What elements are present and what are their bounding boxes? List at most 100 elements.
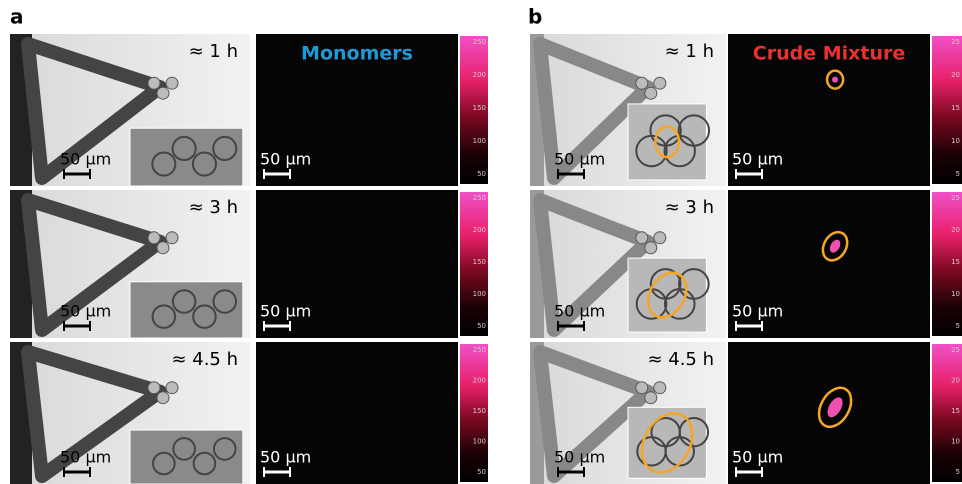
cell (165, 381, 179, 395)
time-label: ≈ 1 h (665, 41, 714, 62)
inset-cell (171, 135, 197, 162)
scale-text: 50 µm (260, 302, 311, 321)
colorbar (932, 36, 962, 184)
colorbar-tick: 5 (956, 170, 960, 178)
fluorescence-image (256, 34, 458, 186)
colorbar-tick: 20 (951, 71, 960, 79)
colorbar-tick: 10 (951, 290, 960, 298)
colorbar-tick: 150 (473, 104, 486, 112)
colorbar-tick: 15 (951, 258, 960, 266)
fluorescence-image (256, 190, 458, 338)
cell (635, 231, 649, 245)
colorbar-tick: 15 (951, 407, 960, 415)
scale-text: 50 µm (554, 448, 605, 467)
fluorescence-image (728, 190, 930, 338)
colorbar-tick: 10 (951, 137, 960, 145)
trap-channel (21, 345, 167, 483)
scale-text: 50 µm (260, 448, 311, 467)
cell (653, 76, 667, 90)
colorbar (932, 192, 962, 336)
inset-cell (172, 437, 196, 461)
cell (644, 86, 658, 100)
trap-channel (21, 37, 167, 185)
trap-channel (533, 345, 655, 483)
colorbar-tick: 250 (473, 38, 486, 46)
fluorescent-spot (827, 397, 843, 418)
time-label: ≈ 1 h (189, 41, 238, 62)
scale-text: 50 µm (60, 302, 111, 321)
inset-cell (171, 289, 197, 314)
trap-channel (533, 37, 655, 185)
colorbar-tick: 15 (951, 104, 960, 112)
scale-text: 50 µm (554, 150, 605, 169)
colorbar-tick: 25 (951, 38, 960, 46)
trap-channel (533, 193, 655, 337)
cell (156, 86, 170, 100)
scale-text: 50 µm (732, 150, 783, 169)
colorbar-tick: 5 (956, 322, 960, 330)
colorbar-tick: 150 (473, 407, 486, 415)
fluorescence-image (256, 342, 458, 484)
colorbar-tick: 100 (473, 290, 486, 298)
colorbar-tick: 100 (473, 438, 486, 446)
colorbar (460, 344, 488, 482)
fluorescent-spot (832, 76, 839, 83)
scale-text: 50 µm (554, 302, 605, 321)
panel-title: Monomers (301, 43, 413, 65)
cell (644, 241, 658, 255)
inset-cell (152, 451, 176, 476)
colorbar (932, 344, 962, 482)
time-label: ≈ 3 h (189, 197, 238, 218)
colorbar-tick: 200 (473, 71, 486, 79)
fluorescence-image (728, 34, 930, 186)
trap-channel (21, 193, 167, 337)
panel-label: b (528, 5, 542, 29)
colorbar-tick: 200 (473, 226, 486, 234)
inset-cell (192, 451, 217, 476)
fluorescent-spot (829, 239, 841, 253)
cell (147, 231, 161, 245)
cell (147, 381, 161, 395)
colorbar-tick: 50 (477, 468, 486, 476)
cell (165, 76, 179, 90)
inset-cell (678, 268, 710, 300)
cell (644, 391, 658, 405)
highlight (821, 230, 849, 262)
colorbar-tick: 250 (473, 346, 486, 354)
inset-cell (212, 289, 237, 314)
highlight (646, 271, 688, 319)
scale-text: 50 µm (732, 302, 783, 321)
cell (653, 231, 667, 245)
time-label: ≈ 3 h (665, 197, 714, 218)
time-label: ≈ 4.5 h (171, 349, 238, 370)
inset-cell (212, 437, 237, 461)
inset-cell (678, 416, 710, 448)
cell (653, 381, 667, 395)
highlight (817, 386, 853, 429)
colorbar (460, 36, 488, 184)
colorbar (460, 192, 488, 336)
colorbar-tick: 25 (951, 194, 960, 202)
scale-text: 50 µm (260, 150, 311, 169)
scale-text: 50 µm (732, 448, 783, 467)
colorbar-tick: 20 (951, 226, 960, 234)
colorbar-tick: 50 (477, 322, 486, 330)
colorbar-tick: 20 (951, 377, 960, 385)
colorbar-tick: 250 (473, 194, 486, 202)
inset-cell (677, 114, 711, 147)
cell (156, 391, 170, 405)
inset-cell (151, 304, 177, 329)
colorbar-tick: 50 (477, 170, 486, 178)
colorbar-tick: 100 (473, 137, 486, 145)
highlight (640, 412, 694, 474)
cell (635, 76, 649, 90)
inset-cell (212, 135, 238, 162)
colorbar-tick: 5 (956, 468, 960, 476)
colorbar-tick: 25 (951, 346, 960, 354)
highlight (825, 69, 845, 90)
colorbar-tick: 200 (473, 377, 486, 385)
cell (147, 76, 161, 90)
scale-text: 50 µm (60, 448, 111, 467)
cell (156, 241, 170, 255)
